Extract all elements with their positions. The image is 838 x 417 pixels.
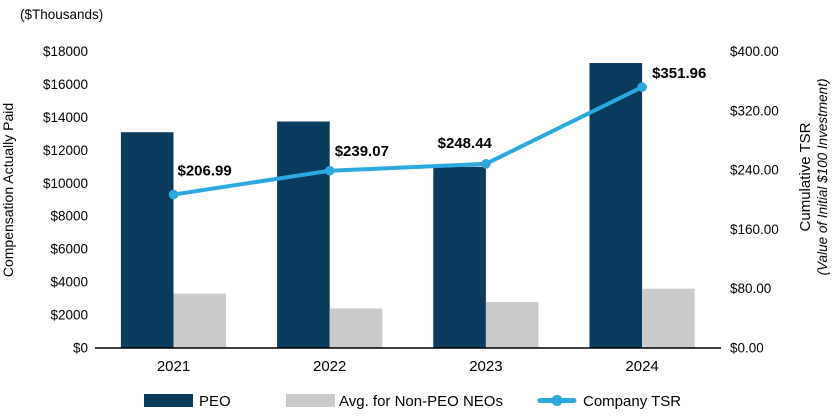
legend-label-non-peo: Avg. for Non-PEO NEOs — [339, 393, 503, 410]
non-peo-bar-2022 — [329, 308, 383, 348]
x-axis-label-2023: 2023 — [469, 358, 502, 375]
left-axis-tick: $0 — [73, 341, 88, 356]
non-peo-bar-2021 — [173, 293, 227, 348]
right-axis-tick: $80.00 — [730, 281, 771, 296]
left-axis-tick: $16000 — [43, 77, 88, 92]
right-axis-tick: $160.00 — [730, 222, 779, 237]
right-axis-ticks: $400.00 $320.00 $240.00 $160.00 $80.00 $0.00 — [730, 44, 779, 356]
legend-label-peo: PEO — [199, 393, 231, 410]
tsr-points-group — [168, 82, 647, 200]
peo-bar-2022 — [277, 121, 330, 348]
right-axis-subtitle: (Value of Initial $100 Investment) — [815, 79, 830, 276]
left-axis-tick: $4000 — [50, 275, 88, 290]
legend-dot-marker-tsr — [551, 395, 563, 406]
tsr-point-label-2024: $351.96 — [652, 65, 706, 82]
right-axis-title: Cumulative TSR — [797, 122, 814, 231]
right-axis-tick: $320.00 — [730, 103, 779, 118]
tsr-line-group — [171, 85, 645, 197]
left-axis-tick: $8000 — [50, 209, 88, 224]
company-tsr-line — [171, 85, 645, 197]
tsr-point-labels-group: $206.99 $239.07 $248.44 $351.96 — [178, 65, 707, 179]
tsr-point-2021 — [168, 189, 179, 200]
left-axis-ticks: $18000 $16000 $14000 $12000 $10000 $8000 $6000… — [43, 44, 88, 356]
left-axis-tick: $14000 — [43, 110, 88, 125]
right-axis-tick: $0.00 — [730, 341, 764, 356]
legend: PEO Avg. for Non-PEO NEOs Company TSR — [144, 393, 681, 410]
left-axis-units-note: ($Thousands) — [20, 7, 103, 22]
peo-bar-2021 — [120, 132, 174, 348]
legend-swatch-non-peo — [286, 394, 335, 407]
x-axis-labels-group: 2021 2022 2023 2024 — [157, 358, 659, 375]
tsr-point-2022 — [324, 165, 335, 176]
left-axis-tick: $12000 — [43, 143, 88, 158]
x-axis-label-2021: 2021 — [157, 358, 190, 375]
tsr-point-2024 — [637, 82, 647, 92]
legend-swatch-peo — [144, 394, 193, 407]
tsr-point-label-2022: $239.07 — [335, 143, 389, 160]
x-axis-label-2022: 2022 — [313, 358, 346, 375]
peo-bar-2023 — [433, 166, 486, 348]
left-axis-tick: $6000 — [50, 242, 88, 257]
left-axis-tick: $10000 — [43, 176, 88, 191]
non-peo-bar-2023 — [485, 301, 539, 348]
x-axis-label-2024: 2024 — [625, 358, 658, 375]
right-axis-tick: $240.00 — [730, 163, 779, 178]
left-axis-tick: $2000 — [50, 308, 88, 323]
peo-bar-2024 — [589, 63, 643, 349]
tsr-point-2023 — [481, 159, 491, 169]
tsr-point-label-2023: $248.44 — [438, 135, 493, 152]
legend-label-company-tsr: Company TSR — [583, 393, 681, 410]
non-peo-bar-2024 — [642, 288, 695, 348]
right-axis-tick: $400.00 — [730, 44, 779, 59]
left-axis-tick: $18000 — [43, 44, 88, 59]
left-axis-title: Compensation Actually Paid — [0, 103, 16, 277]
tsr-point-label-2021: $206.99 — [178, 163, 232, 180]
